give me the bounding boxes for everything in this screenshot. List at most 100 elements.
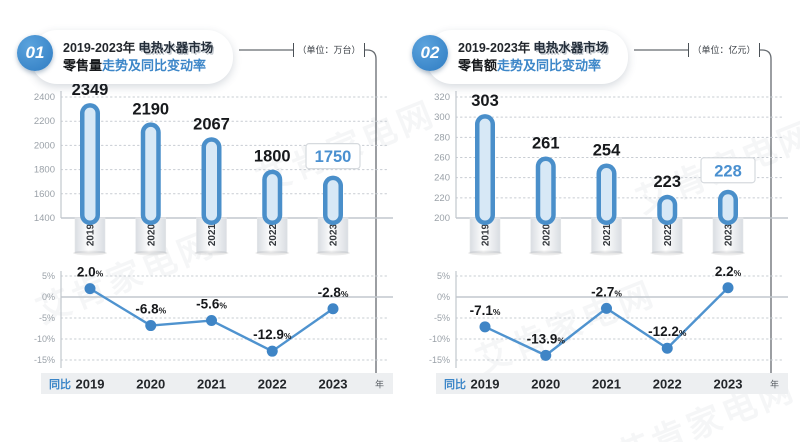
- pedestal-shadow: [316, 250, 350, 256]
- yoy-value-label: 2.0%: [77, 265, 104, 280]
- bar-year-label: 2020: [146, 223, 157, 246]
- yoy-strip-label: 同比: [444, 377, 466, 391]
- line-axis-tick: 5%: [437, 271, 450, 281]
- yoy-marker-2020: [145, 320, 157, 332]
- yoy-marker-2019: [84, 283, 96, 295]
- pedestal-shadow: [650, 250, 685, 256]
- unit-label: （单位：亿元）: [688, 43, 760, 57]
- bar-axis-tick: 2400: [34, 92, 55, 103]
- bar-axis-tick: 220: [434, 193, 450, 204]
- pedestal-shadow: [589, 250, 624, 256]
- pedestal-shadow: [528, 250, 563, 256]
- bar-axis-tick: 260: [434, 153, 450, 164]
- strip-year-label: 2021: [592, 377, 621, 392]
- bar-axis-tick: 2000: [34, 140, 55, 151]
- line-axis-tick: -5%: [39, 313, 55, 323]
- bar-inner-capsule: [661, 199, 673, 221]
- year-suffix-label: 年: [770, 379, 779, 390]
- bar-value-label-highlight: 228: [714, 162, 742, 180]
- strip-year-label: 2019: [76, 377, 105, 392]
- line-axis-tick: 0%: [42, 292, 55, 302]
- bar-inner-capsule: [206, 141, 217, 221]
- bar-inner-capsule: [145, 126, 157, 221]
- strip-year-label: 2022: [653, 377, 682, 392]
- panel-title-pill: 2019-2023年 电热水器市场 零售量走势及同比变动率: [31, 30, 234, 84]
- bar-year-label: 2019: [86, 223, 97, 246]
- pedestal-shadow: [73, 250, 107, 256]
- unit-label: （单位：万台）: [293, 43, 365, 57]
- pedestal-shadow: [255, 250, 290, 256]
- bar-axis-tick: 1600: [34, 189, 55, 200]
- yoy-value-label: -12.2%: [648, 324, 687, 339]
- bar-year-label: 2023: [724, 223, 735, 246]
- bar-year-label: 2021: [602, 223, 613, 246]
- yoy-marker-2023: [722, 282, 734, 294]
- yoy-value-label: -13.9%: [527, 331, 566, 346]
- title-line2: 零售额走势及同比变动率: [458, 57, 608, 75]
- bar-value-label: 1800: [254, 148, 291, 166]
- chart-retail-volume: 2400 2200 2000 1800 1600 1400 2019 2349 2020 2190…: [34, 81, 393, 394]
- bar-axis-tick: 200: [434, 213, 450, 224]
- title-line1: 2019-2023年 电热水器市场: [63, 40, 213, 57]
- line-axis-tick: 0%: [437, 292, 450, 302]
- line-axis-tick: 5%: [42, 271, 55, 281]
- year-suffix-label: 年: [375, 379, 384, 390]
- bar-inner-capsule: [84, 107, 96, 221]
- panel-number-badge: 02: [412, 35, 448, 71]
- panel-number-badge: 01: [17, 35, 53, 71]
- bar-inner-capsule: [266, 174, 278, 221]
- yoy-value-label: -5.6%: [196, 297, 227, 312]
- title-trend: 走势及同比变动率: [497, 57, 602, 73]
- highlight-value-box: [700, 157, 756, 184]
- yoy-marker-2023: [327, 303, 339, 315]
- pedestal-shadow: [468, 250, 502, 256]
- title-metric: 零售额: [458, 57, 498, 73]
- strip-year-label: 2020: [531, 377, 560, 392]
- strip-year-label: 2023: [714, 377, 743, 392]
- bar-inner-capsule: [540, 160, 552, 221]
- strip-year-label: 2019: [471, 377, 500, 392]
- strip-year-label: 2021: [197, 377, 226, 392]
- bar-axis-tick: 280: [434, 132, 450, 143]
- pedestal-shadow: [133, 250, 168, 256]
- strip-year-label: 2020: [136, 377, 165, 392]
- title-line2: 零售量走势及同比变动率: [63, 57, 213, 75]
- bar-value-label: 2067: [193, 115, 230, 133]
- yoy-value-label: -6.8%: [135, 302, 166, 317]
- panel-title-pill: 2019-2023年 电热水器市场 零售额走势及同比变动率: [426, 30, 629, 84]
- yoy-value-label: -7.1%: [470, 303, 501, 318]
- yoy-value-label: -2.8%: [318, 285, 349, 300]
- bar-inner-capsule: [479, 118, 491, 221]
- chart-retail-value: 320 300 280 260 240 220 200 2019 303 2020 261 2021 2…: [429, 91, 788, 394]
- bar-pedestal: [591, 217, 622, 254]
- bar-value-label: 254: [593, 142, 621, 160]
- bar-pedestal: [196, 217, 227, 254]
- title-market-stamp: 电热水器市场: [138, 40, 214, 55]
- title-year-range: 2019-2023年: [458, 40, 531, 55]
- year-strip: [436, 373, 788, 394]
- bar-axis-tick: 1400: [34, 213, 55, 224]
- yoy-marker-2020: [540, 349, 552, 361]
- bar-axis-tick: 320: [434, 92, 450, 103]
- bar-year-label: 2020: [541, 223, 552, 246]
- bar-axis-tick: 300: [434, 112, 450, 123]
- strip-year-label: 2022: [258, 377, 287, 392]
- yoy-value-label: -12.9%: [253, 327, 292, 342]
- line-axis-tick: -15%: [34, 355, 55, 365]
- highlight-value-box: [305, 143, 361, 170]
- line-axis-tick: -10%: [429, 334, 450, 344]
- line-axis-tick: -5%: [434, 313, 450, 323]
- bar-year-label: 2022: [663, 223, 674, 246]
- bar-year-label: 2021: [207, 223, 218, 246]
- yoy-marker-2019: [479, 321, 491, 333]
- bar-value-label: 223: [653, 173, 681, 191]
- yoy-marker-2021: [601, 302, 612, 314]
- title-trend: 走势及同比变动率: [102, 57, 207, 73]
- bar-value-label: 2349: [72, 81, 109, 99]
- yoy-marker-2022: [266, 345, 278, 357]
- pedestal-shadow: [194, 250, 229, 256]
- title-metric: 零售量: [63, 57, 103, 73]
- bar-axis-tick: 1800: [34, 165, 55, 176]
- panel-retail-value: （单位：亿元） 02 2019-2023年 电热水器市场 零售额走势及同比变动率 …: [410, 28, 795, 436]
